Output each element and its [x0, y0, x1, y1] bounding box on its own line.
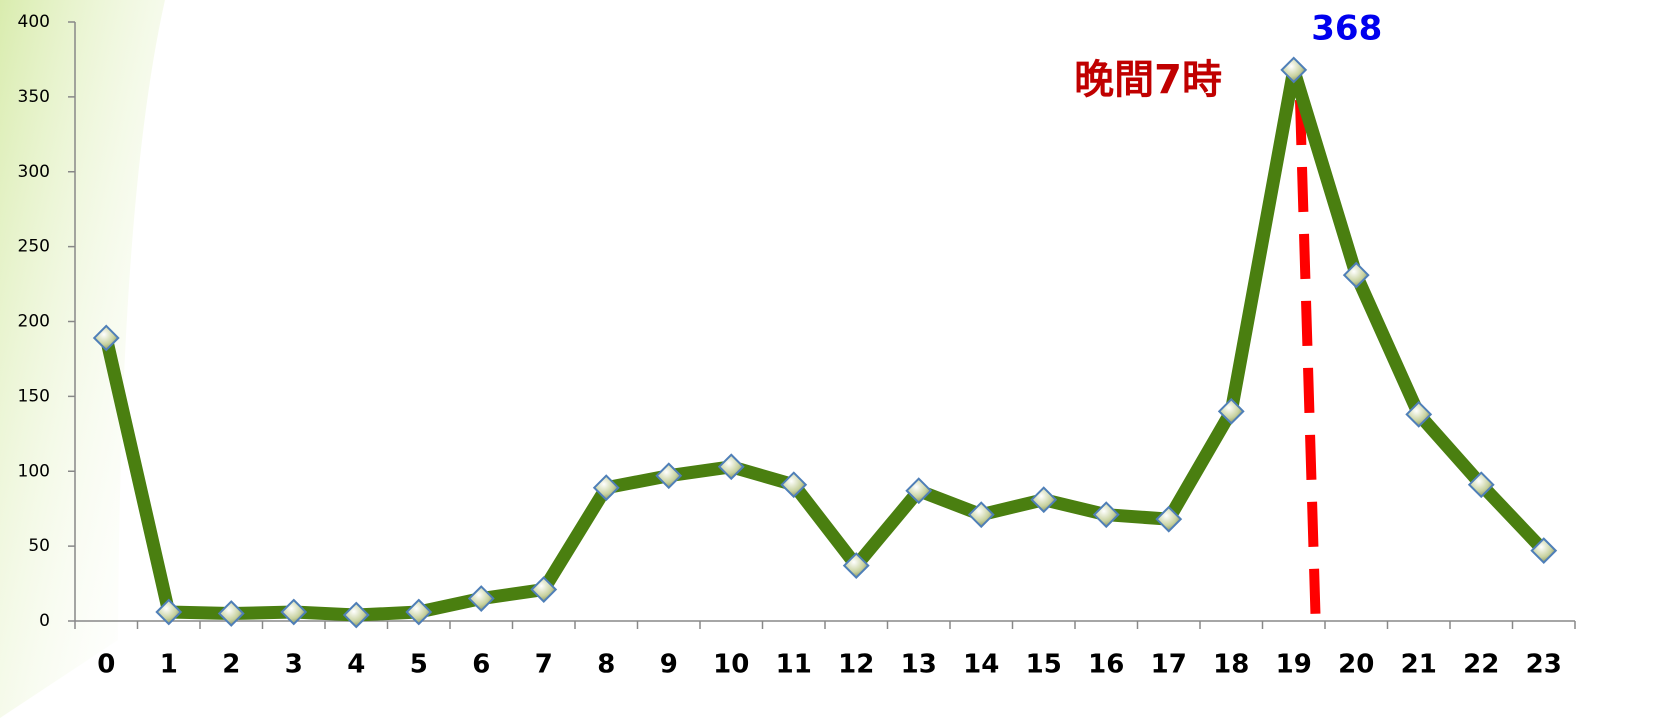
x-tick-label: 8	[597, 650, 615, 680]
x-tick-label: 13	[901, 650, 937, 680]
marker	[1217, 397, 1245, 425]
marker	[217, 600, 245, 627]
x-tick-label: 16	[1088, 650, 1124, 680]
marker	[1155, 505, 1183, 533]
marker	[842, 552, 870, 580]
y-tick-label: 150	[18, 386, 50, 406]
x-tick-label: 9	[660, 650, 678, 680]
marker	[467, 585, 495, 612]
marker	[280, 598, 308, 626]
data-label: 368	[1311, 9, 1382, 49]
marker	[1092, 501, 1120, 529]
y-tick-label: 300	[18, 162, 50, 182]
x-tick-label: 6	[472, 650, 490, 680]
x-tick-label: 17	[1151, 650, 1187, 680]
x-tick-label: 14	[963, 650, 999, 680]
y-tick-label: 250	[18, 237, 50, 257]
marker	[1405, 400, 1433, 428]
x-tick-label: 5	[410, 650, 428, 680]
marker	[1280, 56, 1308, 84]
marker	[155, 598, 183, 626]
marker	[342, 601, 370, 629]
x-tick-label: 18	[1213, 650, 1249, 680]
x-tick-label: 7	[535, 650, 553, 680]
marker	[530, 576, 558, 603]
marker	[92, 324, 120, 352]
marker	[655, 462, 683, 490]
marker	[1030, 486, 1058, 514]
x-tick-label: 15	[1026, 650, 1062, 680]
y-tick-label: 400	[18, 12, 50, 32]
x-tick-label: 12	[838, 650, 874, 680]
y-tick-label: 350	[18, 87, 50, 107]
marker	[1342, 261, 1370, 289]
x-tick-label: 19	[1276, 650, 1312, 680]
annotation-line	[1295, 99, 1321, 633]
y-tick-label: 100	[18, 461, 50, 481]
marker	[967, 501, 995, 529]
x-tick-label: 10	[713, 650, 749, 680]
marker	[592, 474, 620, 502]
x-tick-label: 0	[97, 650, 115, 680]
x-tick-label: 3	[285, 650, 303, 680]
y-tick-label: 50	[28, 536, 50, 556]
marker	[405, 598, 433, 626]
y-tick-label: 200	[18, 312, 50, 332]
annotation: 晚間7時	[1074, 57, 1222, 103]
x-tick-label: 23	[1526, 650, 1562, 680]
x-tick-label: 22	[1463, 650, 1499, 680]
marker	[1467, 471, 1495, 499]
x-tick-label: 20	[1338, 650, 1374, 680]
marker	[905, 477, 933, 505]
x-tick-label: 2	[222, 650, 240, 680]
marker	[780, 471, 808, 499]
x-tick-label: 21	[1401, 650, 1437, 680]
marker	[1530, 537, 1558, 565]
x-tick-label: 4	[347, 650, 365, 680]
x-tick-label: 1	[160, 650, 178, 680]
x-tick-label: 11	[776, 650, 812, 680]
y-tick-label: 0	[39, 611, 50, 631]
marker	[717, 453, 745, 481]
background-decoration	[0, 0, 165, 718]
series-line	[99, 63, 1549, 622]
